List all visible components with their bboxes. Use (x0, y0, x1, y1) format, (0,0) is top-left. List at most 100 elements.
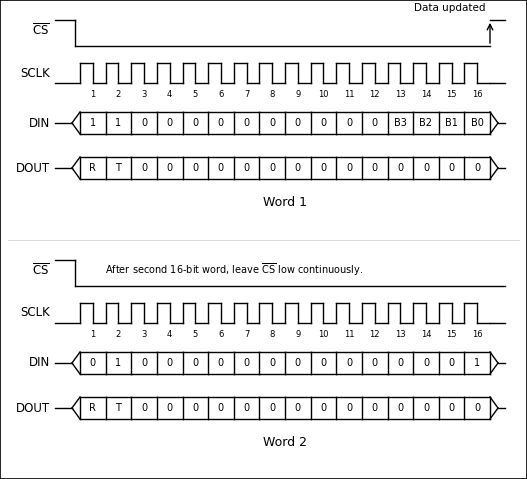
Text: 0: 0 (346, 358, 352, 368)
Text: After second 16-bit word, leave $\overline{\mathrm{CS}}$ low continuously.: After second 16-bit word, leave $\overli… (105, 262, 364, 278)
Text: 8: 8 (269, 330, 275, 339)
Text: 3: 3 (141, 90, 147, 99)
Text: 0: 0 (295, 118, 301, 128)
Text: 10: 10 (318, 90, 329, 99)
Text: 0: 0 (295, 403, 301, 413)
Text: 0: 0 (320, 118, 327, 128)
Text: 0: 0 (167, 358, 173, 368)
Text: 0: 0 (372, 403, 378, 413)
Text: 0: 0 (474, 163, 480, 173)
Text: 0: 0 (346, 163, 352, 173)
Text: 0: 0 (397, 358, 403, 368)
Text: R: R (90, 403, 96, 413)
Text: 0: 0 (192, 403, 198, 413)
Text: 3: 3 (141, 330, 147, 339)
Text: 0: 0 (448, 403, 455, 413)
Text: 0: 0 (372, 358, 378, 368)
Text: 10: 10 (318, 330, 329, 339)
Text: 0: 0 (141, 403, 147, 413)
Text: 14: 14 (421, 90, 431, 99)
Text: 0: 0 (167, 403, 173, 413)
Text: 0: 0 (90, 358, 96, 368)
Text: 14: 14 (421, 330, 431, 339)
Text: R: R (90, 163, 96, 173)
Text: 4: 4 (167, 90, 172, 99)
Text: 11: 11 (344, 330, 354, 339)
Text: 0: 0 (192, 118, 198, 128)
Text: 0: 0 (243, 163, 250, 173)
Text: 1: 1 (474, 358, 480, 368)
Text: 13: 13 (395, 90, 406, 99)
Text: 5: 5 (193, 330, 198, 339)
Text: 0: 0 (423, 403, 429, 413)
Text: 0: 0 (167, 118, 173, 128)
Text: 0: 0 (320, 163, 327, 173)
Text: 0: 0 (218, 118, 224, 128)
Text: 0: 0 (218, 358, 224, 368)
Text: 0: 0 (320, 403, 327, 413)
Text: DOUT: DOUT (16, 161, 50, 174)
Text: 16: 16 (472, 90, 483, 99)
Text: 16: 16 (472, 330, 483, 339)
Text: 2: 2 (116, 90, 121, 99)
Text: 9: 9 (295, 90, 300, 99)
Text: 0: 0 (423, 163, 429, 173)
Text: 0: 0 (269, 118, 275, 128)
Text: 12: 12 (369, 90, 380, 99)
Text: 0: 0 (320, 358, 327, 368)
Text: DIN: DIN (29, 116, 50, 129)
Text: 2: 2 (116, 330, 121, 339)
Text: 0: 0 (474, 403, 480, 413)
Text: 4: 4 (167, 330, 172, 339)
Text: 0: 0 (269, 403, 275, 413)
Text: 0: 0 (141, 358, 147, 368)
Text: 8: 8 (269, 90, 275, 99)
Text: 0: 0 (372, 163, 378, 173)
Text: 1: 1 (90, 330, 95, 339)
Text: DOUT: DOUT (16, 401, 50, 414)
Text: 1: 1 (90, 118, 96, 128)
Text: 0: 0 (167, 163, 173, 173)
Text: $\overline{\mathrm{CS}}$: $\overline{\mathrm{CS}}$ (32, 22, 50, 38)
Text: 5: 5 (193, 90, 198, 99)
Text: 0: 0 (192, 358, 198, 368)
Text: 0: 0 (295, 358, 301, 368)
Text: 0: 0 (448, 163, 455, 173)
Text: 0: 0 (141, 118, 147, 128)
Text: SCLK: SCLK (20, 307, 50, 319)
Text: 7: 7 (244, 330, 249, 339)
Text: 0: 0 (423, 358, 429, 368)
Text: 0: 0 (218, 403, 224, 413)
Text: 0: 0 (346, 118, 352, 128)
Text: 0: 0 (295, 163, 301, 173)
Text: 0: 0 (372, 118, 378, 128)
Text: DIN: DIN (29, 356, 50, 369)
Text: 6: 6 (218, 90, 223, 99)
Text: 0: 0 (269, 163, 275, 173)
Text: 13: 13 (395, 330, 406, 339)
Text: 0: 0 (397, 163, 403, 173)
Text: B1: B1 (445, 118, 458, 128)
Text: SCLK: SCLK (20, 67, 50, 80)
Text: 1: 1 (90, 90, 95, 99)
Text: 11: 11 (344, 90, 354, 99)
Text: Word 1: Word 1 (263, 196, 307, 209)
Text: 12: 12 (369, 330, 380, 339)
Text: $\overline{\mathrm{CS}}$: $\overline{\mathrm{CS}}$ (32, 262, 50, 278)
Text: 0: 0 (269, 358, 275, 368)
Text: 9: 9 (295, 330, 300, 339)
Text: 0: 0 (192, 163, 198, 173)
Text: 0: 0 (346, 403, 352, 413)
Text: B2: B2 (419, 118, 433, 128)
Text: 1: 1 (115, 118, 122, 128)
Text: 0: 0 (141, 163, 147, 173)
Text: 0: 0 (243, 118, 250, 128)
Text: Data updated: Data updated (414, 3, 485, 13)
Text: 0: 0 (397, 403, 403, 413)
Text: Word 2: Word 2 (263, 436, 307, 449)
Text: B0: B0 (471, 118, 484, 128)
Text: 15: 15 (446, 330, 457, 339)
Text: T: T (115, 403, 121, 413)
Text: B3: B3 (394, 118, 407, 128)
Text: 6: 6 (218, 330, 223, 339)
